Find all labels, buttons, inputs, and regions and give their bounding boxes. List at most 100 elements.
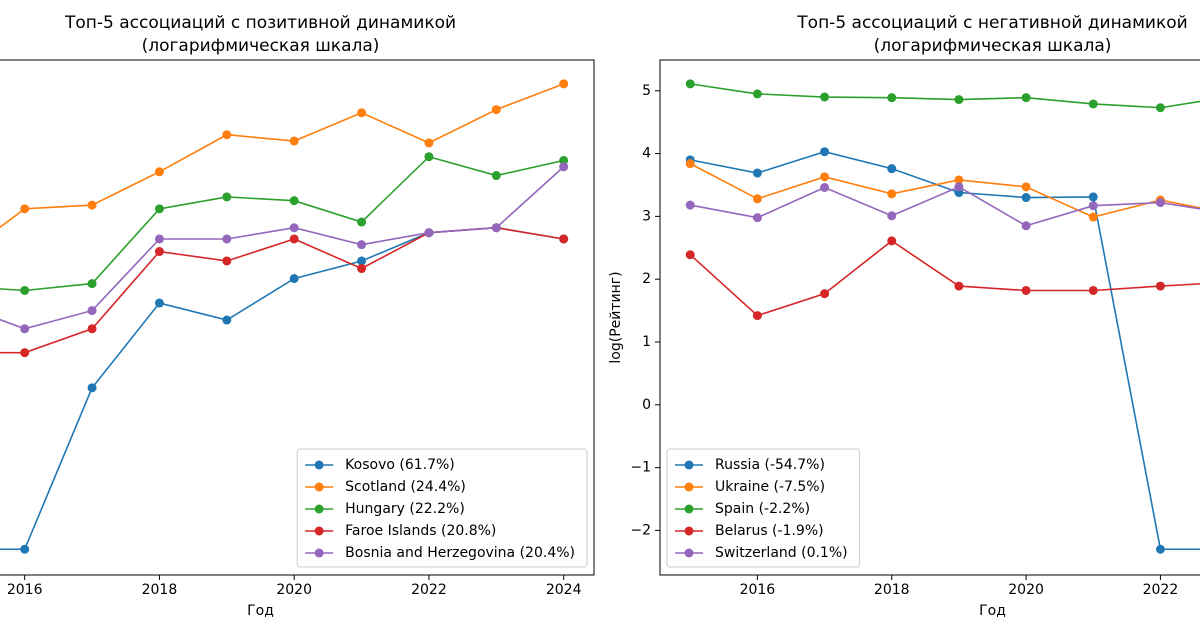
data-point — [1021, 182, 1031, 192]
data-point — [1155, 198, 1165, 208]
data-point — [20, 204, 30, 214]
data-point — [1021, 93, 1031, 103]
data-point — [357, 256, 367, 266]
series-line — [689, 162, 1200, 218]
data-point — [424, 138, 434, 148]
data-point — [154, 204, 164, 214]
chart-title: Топ-5 ассоциаций с негативной динамикой — [796, 13, 1187, 33]
y-tick-label: 0 — [642, 397, 651, 413]
legend-marker — [314, 460, 324, 470]
series-line — [0, 226, 564, 354]
series-line — [0, 83, 564, 229]
legend-label: Bosnia and Herzegovina (20.4%) — [345, 545, 575, 561]
data-point — [87, 200, 97, 210]
y-axis-label: log(Рейтинг) — [608, 271, 624, 363]
data-point — [559, 155, 569, 165]
data-point — [1021, 221, 1031, 231]
legend-label: Switzerland (0.1%) — [715, 545, 848, 561]
x-tick-label: 2018 — [142, 582, 178, 598]
legend-marker — [314, 504, 324, 514]
data-point — [820, 92, 830, 102]
legend-marker — [314, 526, 324, 536]
data-point — [222, 130, 232, 140]
data-point — [752, 168, 762, 178]
x-tick-label: 2022 — [411, 582, 447, 598]
series-line — [689, 239, 1200, 317]
data-point — [820, 289, 830, 299]
data-point — [289, 196, 299, 206]
y-tick-label: 4 — [642, 146, 651, 162]
data-point — [20, 285, 30, 295]
x-tick-label: 2024 — [546, 582, 582, 598]
series-line — [690, 83, 1200, 109]
data-point — [87, 383, 97, 393]
data-point — [357, 217, 367, 227]
data-point — [424, 228, 434, 238]
legend-label: Ukraine (-7.5%) — [715, 479, 825, 495]
x-tick-label: 2020 — [1008, 582, 1044, 598]
data-point — [820, 172, 830, 182]
data-point — [1155, 103, 1165, 113]
data-point — [752, 89, 762, 99]
data-point — [954, 95, 964, 105]
data-point — [954, 182, 964, 192]
data-point — [87, 324, 97, 334]
data-point — [154, 247, 164, 257]
data-point — [685, 79, 695, 89]
plot-frame — [659, 59, 1200, 576]
data-point — [887, 211, 897, 221]
legend-marker — [684, 460, 694, 470]
legend: Russia (-54.7%) Ukraine (-7.5%) Spain (-2.… — [666, 448, 861, 568]
data-point — [820, 147, 830, 157]
plot-area — [685, 79, 1200, 554]
data-point — [289, 136, 299, 146]
data-point — [559, 79, 569, 89]
data-point — [222, 234, 232, 244]
y-tick-label: 2 — [642, 271, 651, 287]
legend-label: Faroe Islands (20.8%) — [345, 523, 496, 539]
data-point — [222, 315, 232, 325]
legend-label: Russia (-54.7%) — [715, 457, 825, 473]
legend: Kosovo (61.7%) Scotland (24.4%) Hungary (2… — [296, 448, 588, 568]
data-point — [685, 200, 695, 210]
data-point — [491, 171, 501, 181]
legend-marker — [684, 482, 694, 492]
data-point — [752, 194, 762, 204]
legend-box — [666, 448, 861, 568]
y-tick-label: −2 — [630, 522, 651, 538]
data-point — [357, 264, 367, 274]
legend-label: Spain (-2.2%) — [715, 501, 810, 517]
y-tick-label: −1 — [630, 460, 651, 476]
data-point — [820, 182, 830, 192]
data-point — [752, 311, 762, 321]
data-point — [559, 162, 569, 172]
x-axis-label: Год — [979, 603, 1006, 619]
data-point — [1021, 193, 1031, 203]
data-point — [1088, 212, 1098, 222]
plot-frame — [0, 59, 595, 576]
data-point — [887, 189, 897, 199]
series-line — [0, 155, 564, 292]
legend-marker — [684, 526, 694, 536]
data-point — [491, 223, 501, 233]
legend-label: Scotland (24.4%) — [345, 479, 466, 495]
x-axis-label: Год — [247, 603, 274, 619]
data-point — [154, 234, 164, 244]
data-point — [357, 240, 367, 250]
plot-area — [0, 79, 569, 554]
data-point — [154, 298, 164, 308]
legend-marker — [314, 548, 324, 558]
legend-label: Belarus (-1.9%) — [715, 523, 824, 539]
x-tick-label: 2016 — [740, 582, 776, 598]
y-tick-label: 1 — [642, 334, 651, 350]
series-line — [690, 185, 1200, 227]
data-point — [357, 108, 367, 118]
y-tick-label: 3 — [642, 208, 651, 224]
data-point — [1088, 201, 1098, 211]
data-point — [289, 274, 299, 284]
data-point — [1088, 192, 1098, 202]
data-point — [20, 348, 30, 358]
y-tick-label: 5 — [642, 83, 651, 99]
chart-panel: Топ-5 ассоциаций с негативной динамикой (… — [608, 13, 1200, 619]
